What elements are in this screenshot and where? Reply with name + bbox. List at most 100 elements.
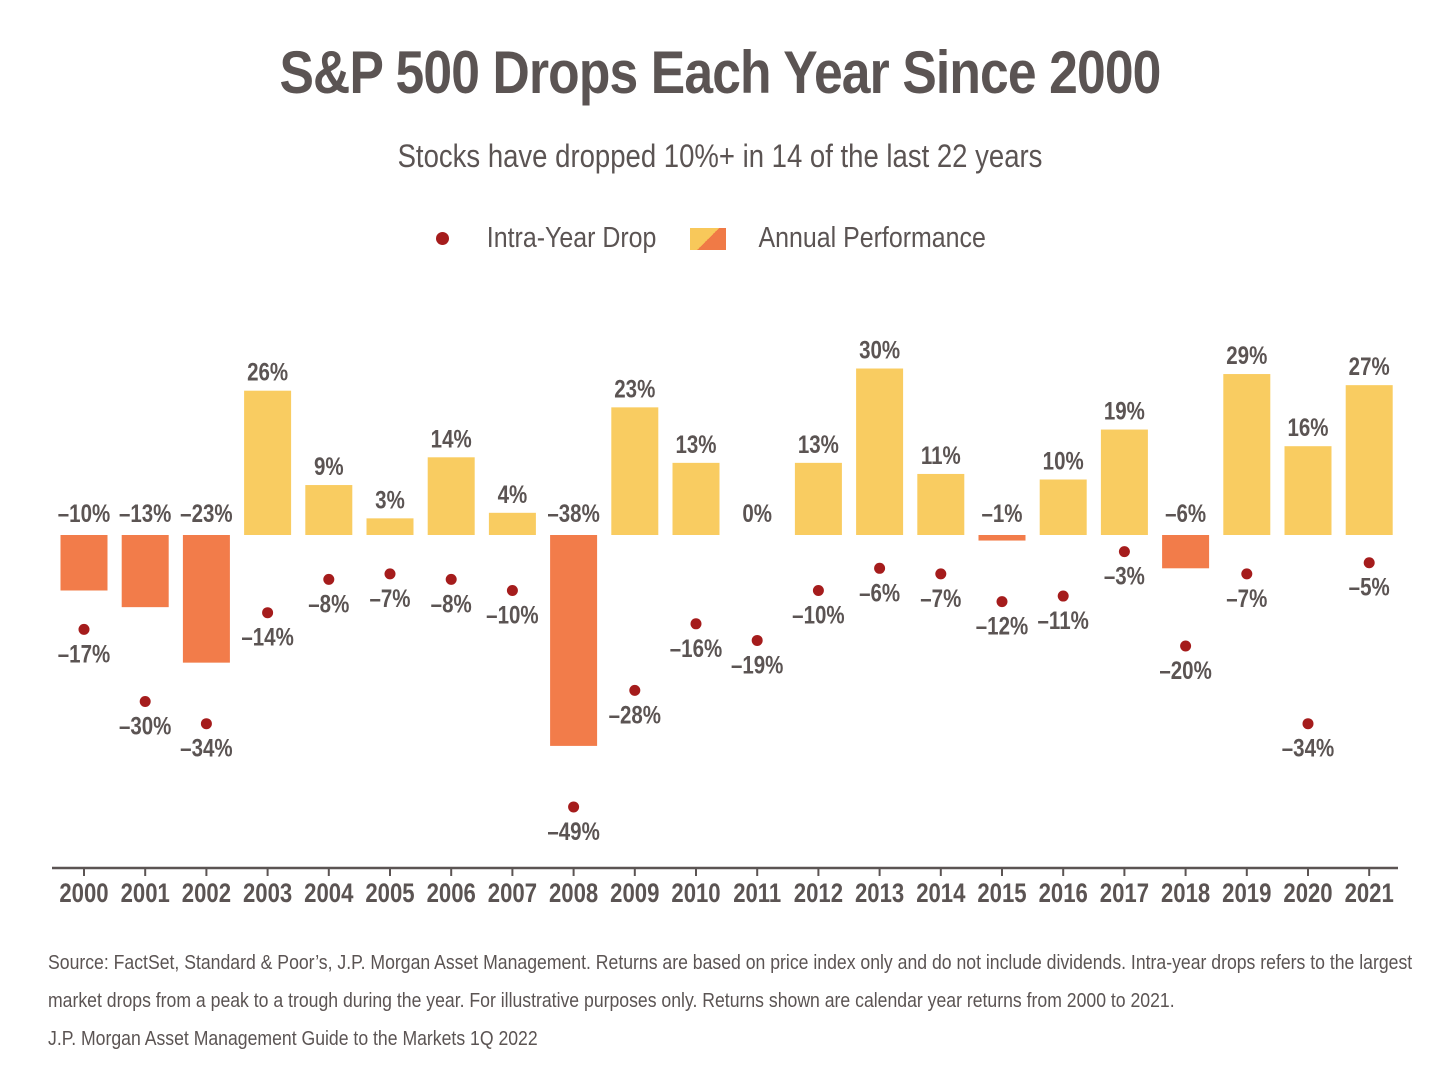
- bar-label-2009: 23%: [614, 374, 655, 402]
- drop-label-2019: –7%: [1226, 584, 1267, 612]
- bar-label-2003: 26%: [247, 358, 288, 386]
- bar-label-2008: –38%: [547, 499, 599, 527]
- bar-2015: [978, 535, 1026, 541]
- x-tick-label-2012: 2012: [794, 879, 843, 909]
- drop-dot-2020: [1302, 718, 1314, 730]
- bar-label-2011: 0%: [742, 499, 772, 527]
- bar-label-2002: –23%: [180, 499, 232, 527]
- drop-dot-2011: [751, 634, 763, 646]
- drop-dot-2017: [1118, 546, 1130, 558]
- bar-2009: [611, 407, 659, 535]
- bar-label-2018: –6%: [1165, 499, 1206, 527]
- x-tick-label-2010: 2010: [671, 879, 720, 909]
- source-line-3: J.P. Morgan Asset Management Guide to th…: [48, 1027, 538, 1050]
- x-tick-label-2019: 2019: [1222, 879, 1271, 909]
- bar-2018: [1162, 535, 1210, 569]
- drop-dot-2016: [1057, 590, 1069, 602]
- x-tick-label-2015: 2015: [977, 879, 1026, 909]
- drop-dot-2003: [262, 607, 274, 619]
- bar-label-2019: 29%: [1226, 341, 1267, 369]
- legend-label-performance: Annual Performance: [758, 222, 986, 254]
- source-note: Source: FactSet, Standard & Poor’s, J.P.…: [48, 944, 1413, 1058]
- drop-label-2001: –30%: [119, 712, 171, 740]
- drop-dot-2015: [996, 596, 1008, 608]
- drop-label-2014: –7%: [920, 584, 961, 612]
- x-tick-label-2011: 2011: [733, 879, 781, 909]
- drop-dot-2018: [1180, 640, 1192, 652]
- drop-label-2002: –34%: [180, 734, 232, 762]
- bar-label-2006: 14%: [431, 424, 472, 452]
- bar-2021: [1345, 385, 1393, 535]
- drop-label-2017: –3%: [1104, 562, 1145, 590]
- bar-2000: [60, 535, 108, 591]
- drop-dot-2013: [874, 562, 886, 574]
- drop-dot-2008: [568, 801, 580, 813]
- x-tick-label-2007: 2007: [488, 879, 537, 909]
- x-tick-label-2001: 2001: [121, 879, 170, 909]
- bar-2016: [1039, 479, 1087, 535]
- drop-dot-2021: [1363, 557, 1375, 569]
- bar-2013: [856, 368, 904, 535]
- legend-item-drop: Intra-Year Drop: [435, 222, 670, 255]
- bar-label-2004: 9%: [314, 452, 344, 480]
- source-line-2: market drops from a peak to a trough dur…: [48, 989, 1175, 1012]
- x-tick-label-2016: 2016: [1039, 879, 1088, 909]
- drop-dot-2009: [629, 684, 641, 696]
- x-tick-label-2006: 2006: [427, 879, 476, 909]
- bar-2019: [1223, 374, 1271, 535]
- source-line-1: Source: FactSet, Standard & Poor’s, J.P.…: [48, 951, 1413, 974]
- drop-dot-2019: [1241, 568, 1253, 580]
- bar-label-2000: –10%: [58, 499, 110, 527]
- bar-2010: [672, 462, 720, 535]
- bar-2007: [488, 512, 536, 535]
- bar-2002: [182, 535, 230, 663]
- legend-item-performance: Annual Performance: [670, 222, 1004, 255]
- performance-swatch-icon: [689, 227, 726, 250]
- bar-label-2017: 19%: [1104, 397, 1145, 425]
- drop-label-2007: –10%: [486, 601, 538, 629]
- x-tick-label-2000: 2000: [59, 879, 108, 909]
- bar-2004: [305, 485, 353, 535]
- bar-label-2010: 13%: [675, 430, 716, 458]
- bar-2006: [427, 457, 475, 535]
- drop-dot-icon: [435, 232, 449, 245]
- x-tick-label-2003: 2003: [243, 879, 292, 909]
- bar-label-2001: –13%: [119, 499, 171, 527]
- bar-label-2007: 4%: [498, 480, 528, 508]
- bar-label-2014: 11%: [921, 441, 961, 469]
- bar-2014: [917, 473, 965, 535]
- drop-label-2011: –19%: [731, 650, 783, 678]
- x-tick-label-2004: 2004: [304, 879, 353, 909]
- bar-label-2016: 10%: [1043, 447, 1084, 475]
- drop-dot-2005: [384, 568, 396, 580]
- chart-title: S&P 500 Drops Each Year Since 2000: [279, 39, 1161, 106]
- x-tick-label-2014: 2014: [916, 879, 965, 909]
- drop-label-2008: –49%: [547, 817, 599, 845]
- drop-dot-2014: [935, 568, 947, 580]
- drop-dot-2002: [200, 718, 212, 730]
- x-tick-label-2009: 2009: [610, 879, 659, 909]
- chart-legend: Intra-Year Drop Annual Performance: [0, 222, 1440, 255]
- bar-2003: [244, 390, 292, 535]
- bar-label-2013: 30%: [859, 336, 900, 364]
- drop-label-2000: –17%: [58, 639, 110, 667]
- bar-2005: [366, 518, 414, 535]
- drop-dot-2006: [445, 573, 457, 585]
- bar-label-2020: 16%: [1287, 413, 1328, 441]
- x-tick-label-2013: 2013: [855, 879, 904, 909]
- drop-dot-2010: [690, 618, 702, 630]
- chart-subtitle: Stocks have dropped 10%+ in 14 of the la…: [397, 138, 1043, 174]
- drop-dot-2000: [78, 623, 90, 635]
- drop-label-2013: –6%: [859, 578, 900, 606]
- drop-dot-2001: [139, 696, 151, 707]
- drop-label-2018: –20%: [1159, 656, 1211, 684]
- legend-label-drop: Intra-Year Drop: [486, 222, 657, 254]
- bar-chart: –10% –17% 2000 –13% –30% 2001 –23% –34% 2002 26% –…: [52, 336, 1398, 909]
- bar-label-2021: 27%: [1349, 352, 1390, 380]
- drop-label-2006: –8%: [431, 589, 472, 617]
- drop-dot-2004: [323, 573, 335, 585]
- x-tick-label-2018: 2018: [1161, 879, 1210, 909]
- x-tick-label-2021: 2021: [1345, 879, 1394, 909]
- bar-label-2015: –1%: [981, 499, 1022, 527]
- drop-label-2005: –7%: [369, 584, 410, 612]
